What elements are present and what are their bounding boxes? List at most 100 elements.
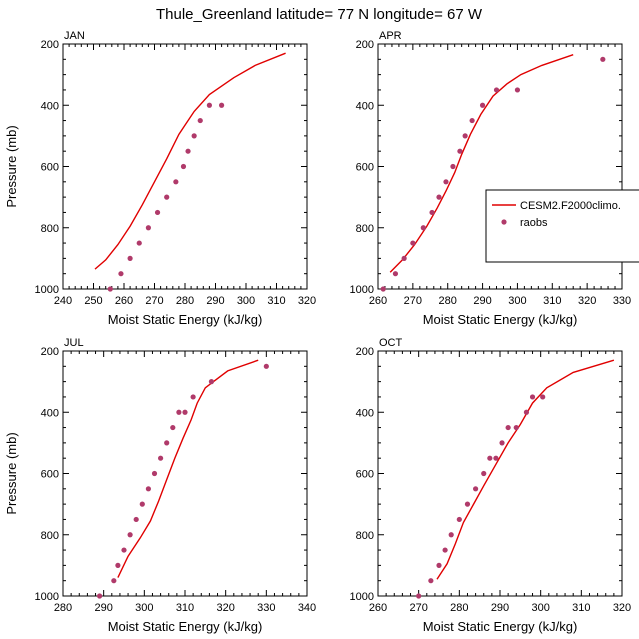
x-tick-label: 280 (439, 295, 457, 307)
panel-label: OCT (379, 337, 403, 349)
x-tick-label: 310 (572, 602, 590, 614)
x-tick-label: 250 (84, 295, 102, 307)
y-tick-label: 1000 (35, 284, 59, 296)
raob-point (133, 516, 139, 523)
x-axis-label: Moist Static Energy (kJ/kg) (423, 619, 578, 634)
raob-point (145, 225, 151, 231)
x-axis-label: Moist Static Energy (kJ/kg) (108, 619, 263, 634)
raob-point (115, 562, 121, 568)
x-tick-label: 320 (298, 295, 316, 307)
x-tick-label: 260 (115, 295, 133, 307)
x-tick-label: 270 (404, 295, 422, 307)
x-tick-label: 300 (135, 602, 153, 614)
raob-point (436, 194, 442, 200)
raob-point (180, 163, 187, 170)
y-tick-label: 600 (356, 162, 374, 174)
x-tick-label: 320 (578, 295, 596, 307)
y-tick-label: 800 (356, 223, 374, 235)
panel-label: JUL (64, 337, 84, 349)
raob-point (118, 271, 124, 277)
x-tick-label: 280 (176, 295, 194, 307)
x-tick-label: 270 (409, 602, 427, 614)
y-tick-label: 200 (356, 39, 374, 51)
raob-point (185, 148, 191, 154)
x-tick-label: 330 (613, 295, 631, 307)
x-tick-label: 320 (613, 602, 631, 614)
raob-point (442, 547, 448, 553)
raob-point (158, 455, 164, 461)
raob-point (499, 440, 505, 446)
raob-point (197, 117, 203, 124)
raob-point (420, 225, 426, 231)
raob-point (457, 148, 463, 154)
raob-point (473, 486, 479, 492)
raob-point (154, 209, 161, 216)
raob-point (469, 117, 475, 124)
x-tick-label: 270 (145, 295, 163, 307)
y-tick-label: 800 (356, 530, 374, 542)
y-tick-label: 600 (41, 162, 59, 174)
x-tick-label: 310 (267, 295, 285, 307)
x-tick-label: 320 (216, 602, 234, 614)
x-tick-label: 280 (54, 602, 72, 614)
raob-point (145, 486, 151, 492)
y-tick-label: 200 (41, 346, 59, 358)
legend-entry-obs: raobs (520, 217, 548, 229)
series-line-model (436, 359, 615, 580)
raob-point (392, 271, 399, 277)
x-tick-label: 280 (450, 602, 468, 614)
series-line-model (94, 52, 286, 270)
figure-title: Thule_Greenland latitude= 77 N longitude… (156, 6, 483, 23)
raob-point (450, 163, 456, 170)
raob-point (127, 255, 133, 261)
raob-point (513, 424, 519, 431)
raob-point (462, 133, 468, 139)
raob-point (428, 578, 434, 584)
raob-point (164, 440, 170, 446)
y-tick-label: 1000 (35, 591, 59, 603)
raob-point (176, 409, 182, 415)
panel-label: JAN (64, 30, 85, 42)
y-tick-label: 1000 (350, 284, 374, 296)
y-tick-label: 400 (356, 100, 374, 112)
x-tick-label: 300 (237, 295, 255, 307)
panel-jul: JUL 280 290 300 310 320 330 340 200 400 600 800 1000… (4, 337, 316, 634)
legend: CESM2.F2000climo. raobs (485, 189, 639, 263)
series-line-model (389, 54, 574, 273)
x-tick-label: 290 (206, 295, 224, 307)
raob-point (529, 394, 536, 400)
raob-point (121, 547, 127, 553)
raob-point (164, 194, 170, 200)
y-tick-label: 400 (41, 407, 59, 419)
y-tick-label: 200 (356, 346, 374, 358)
raob-point (136, 240, 142, 246)
panels: JAN 240 250 260 270 280 290 300 310 320 200 400 600 8… (4, 30, 631, 634)
raob-point (170, 424, 176, 431)
raob-point (410, 240, 416, 246)
raob-point (479, 102, 486, 108)
raob-point (514, 87, 521, 93)
x-tick-label: 260 (369, 295, 387, 307)
panel-label: APR (379, 30, 402, 42)
raob-point (107, 286, 113, 292)
y-tick-label: 1000 (350, 591, 374, 603)
raob-point (416, 593, 422, 599)
raob-point (443, 179, 449, 185)
x-tick-label: 290 (473, 295, 491, 307)
raob-point (493, 455, 499, 461)
x-tick-label: 290 (94, 602, 112, 614)
y-axis-label: Pressure (mb) (4, 125, 19, 207)
x-tick-label: 330 (257, 602, 275, 614)
raob-point (219, 102, 225, 108)
plot-frame (62, 350, 308, 597)
y-tick-label: 600 (356, 469, 374, 481)
raob-point (505, 424, 511, 431)
raob-point (173, 179, 179, 185)
y-tick-label: 400 (41, 100, 59, 112)
raob-point (208, 379, 215, 385)
raob-point (190, 394, 196, 400)
y-tick-label: 600 (41, 469, 59, 481)
y-tick-label: 800 (41, 223, 59, 235)
panel-apr: APR 260 270 280 290 300 310 320 330 200 400 600 800 1… (350, 30, 632, 327)
raob-point (206, 102, 212, 108)
